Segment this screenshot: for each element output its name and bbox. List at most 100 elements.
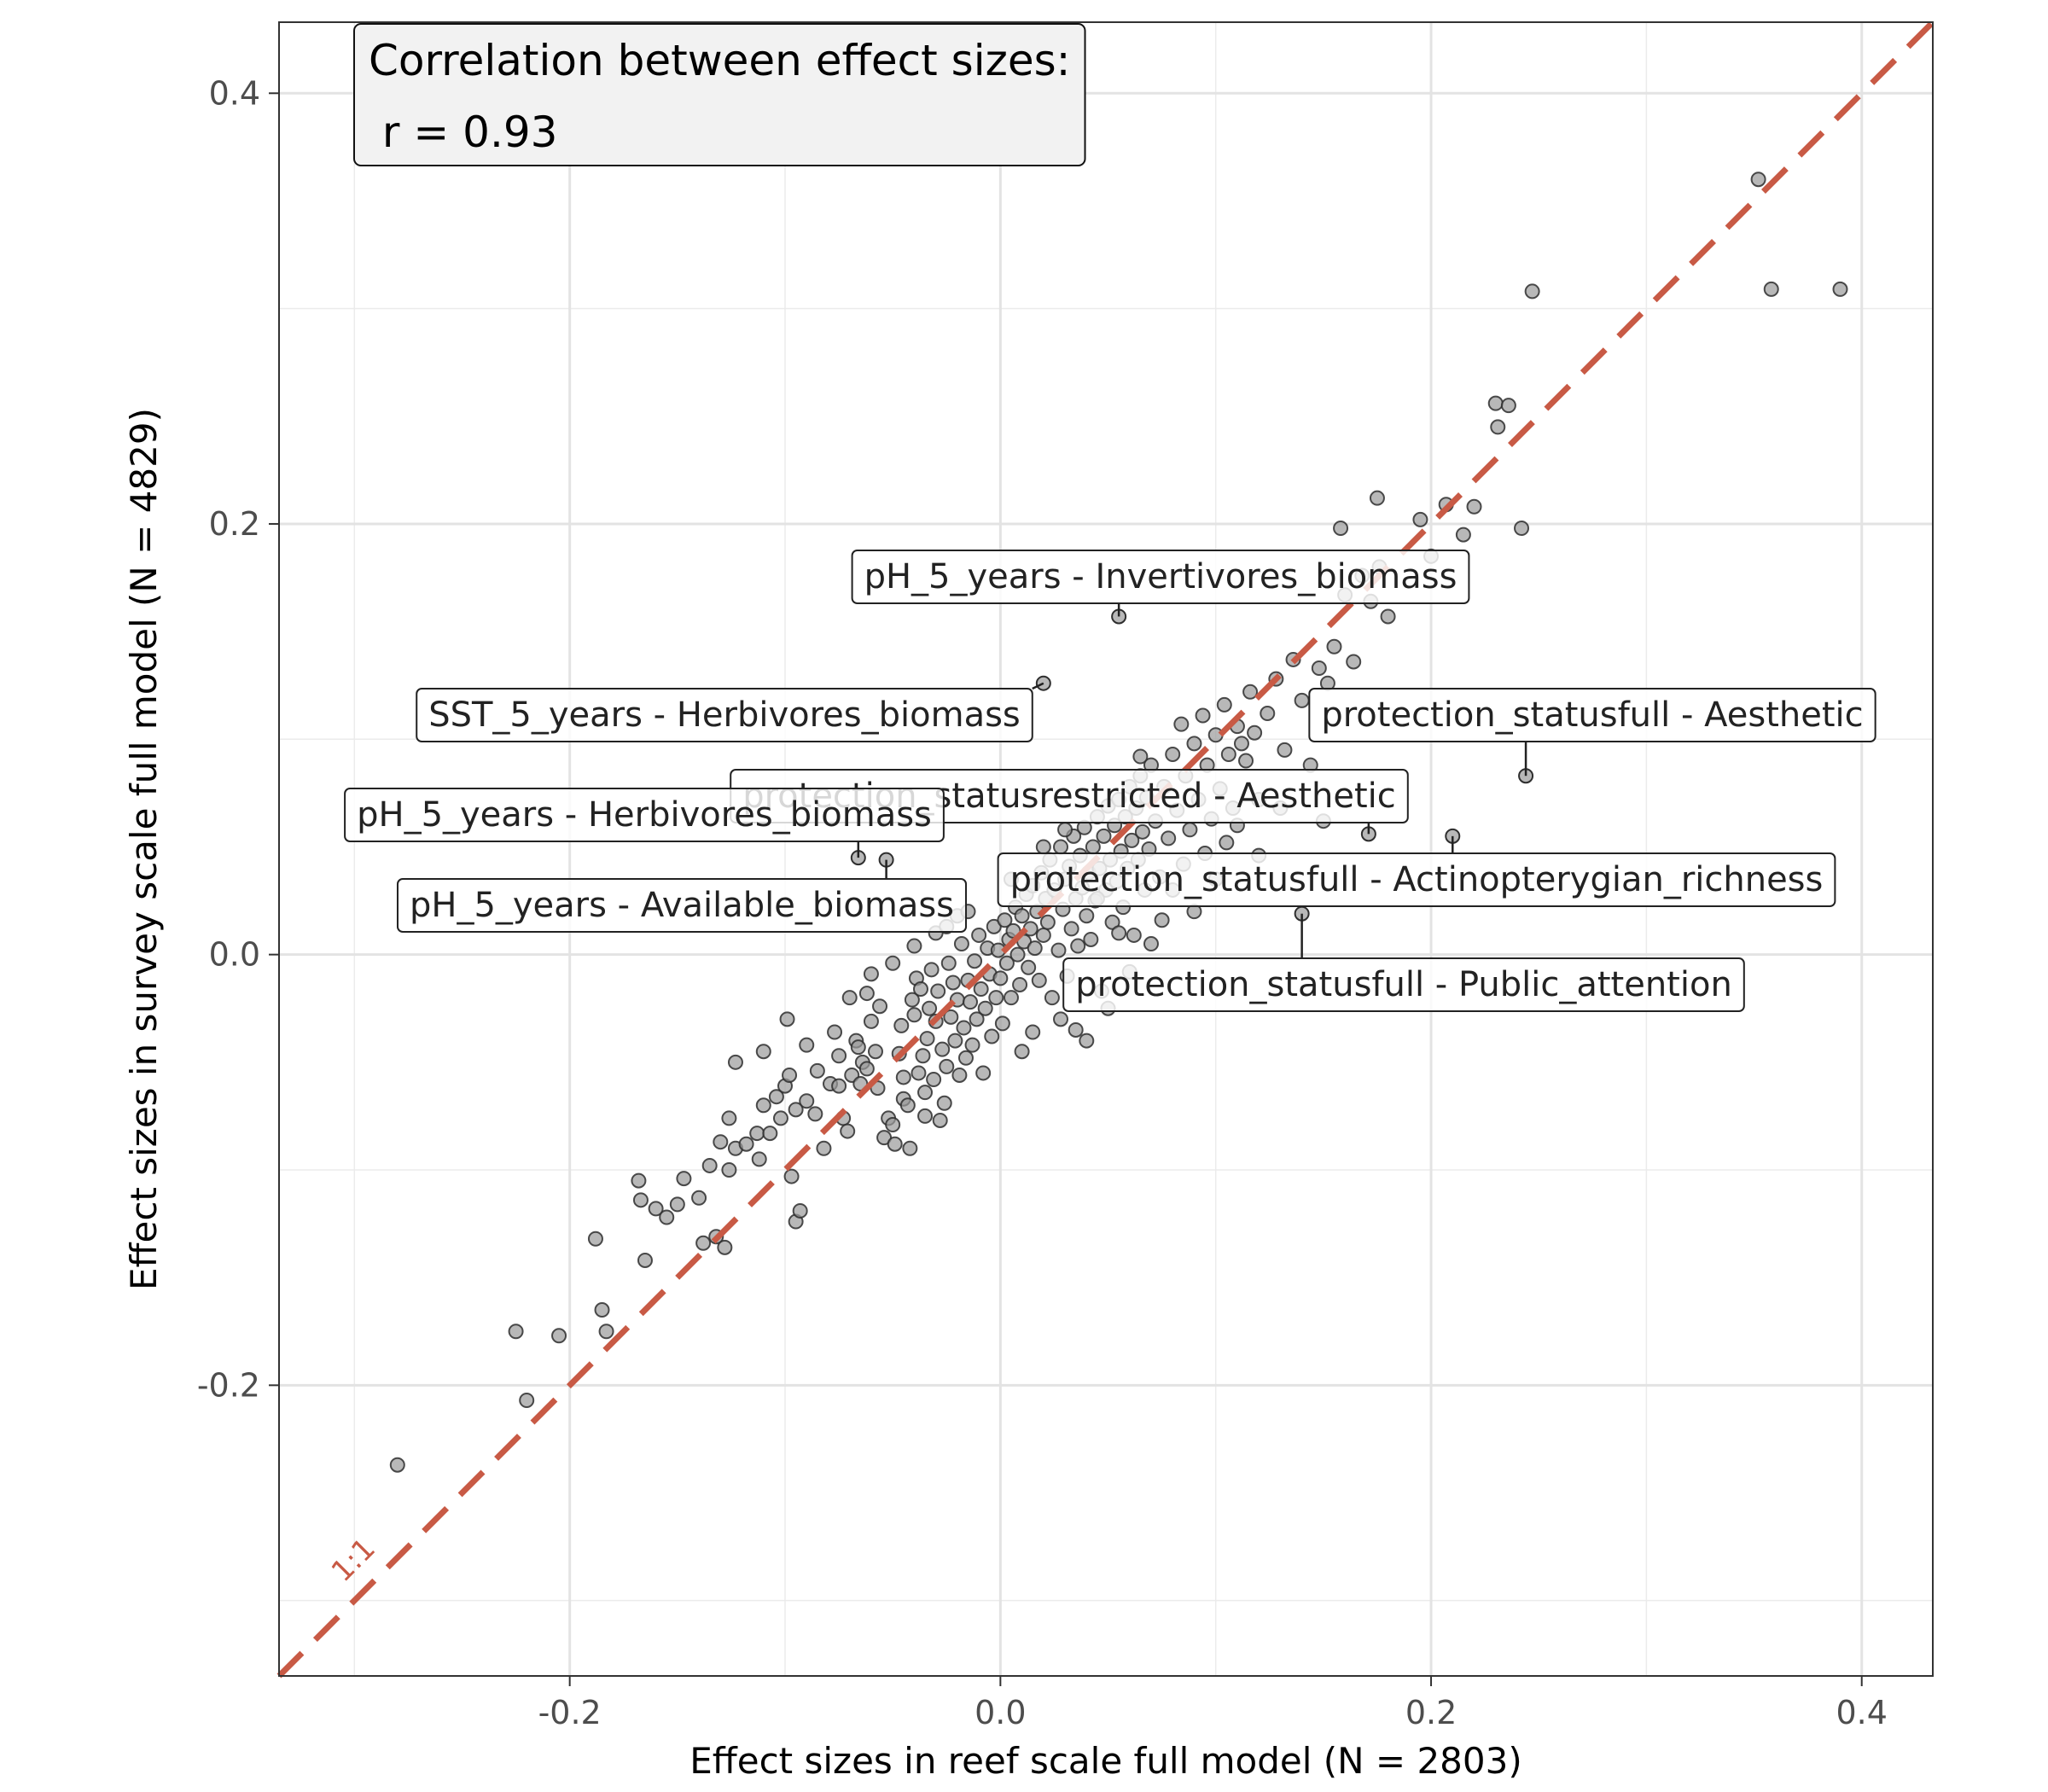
x-tick-label: 0.0 — [975, 1694, 1026, 1731]
point-label-box — [344, 788, 945, 842]
data-point — [1053, 839, 1069, 855]
data-point — [587, 1231, 603, 1247]
data-point — [788, 1102, 804, 1118]
data-point — [887, 1136, 903, 1152]
data-point — [1143, 936, 1159, 952]
data-point — [1220, 746, 1236, 762]
point-label-box — [1308, 688, 1876, 742]
data-point — [863, 966, 879, 982]
data-point — [858, 986, 875, 1002]
data-point — [519, 1393, 535, 1408]
data-point — [701, 1157, 718, 1173]
point-label: SST_5_years - Herbivores_biomass — [416, 682, 1044, 742]
data-point — [631, 1172, 647, 1189]
data-point — [1216, 696, 1232, 713]
data-point — [1233, 736, 1249, 752]
data-point — [594, 1302, 610, 1318]
data-point — [831, 1078, 847, 1094]
point-label: pH_5_years - Available_biomass — [396, 859, 968, 933]
data-point — [1750, 172, 1766, 188]
data-point — [1083, 931, 1099, 947]
data-point — [1027, 940, 1043, 957]
data-point — [807, 1106, 823, 1122]
data-point — [984, 1028, 1000, 1044]
data-point — [1057, 822, 1073, 838]
data-point — [1154, 912, 1170, 928]
data-point — [1014, 908, 1030, 924]
point-label: protection_statusfull - Aesthetic — [1308, 688, 1876, 777]
data-point — [1009, 946, 1026, 963]
data-point — [1134, 823, 1150, 840]
data-point — [885, 1117, 901, 1132]
data-point — [872, 998, 888, 1015]
data-point — [799, 1037, 815, 1053]
data-point — [917, 1085, 934, 1101]
data-point — [893, 1017, 910, 1033]
data-point — [1455, 527, 1471, 543]
data-point — [912, 981, 928, 998]
data-point — [721, 1161, 737, 1178]
point-label: protection_statusfull - Actinopterygian_… — [997, 835, 1836, 907]
data-point — [1044, 990, 1060, 1006]
data-point — [992, 970, 1009, 986]
data-point — [1014, 1044, 1030, 1060]
data-point — [598, 1324, 614, 1340]
data-point — [1031, 972, 1047, 988]
data-point — [1380, 608, 1396, 625]
data-point — [389, 1457, 405, 1473]
label-leader-line — [1032, 682, 1044, 690]
correlation-value: r = 0.93 — [369, 108, 557, 157]
data-point — [1085, 839, 1101, 855]
data-point — [956, 1020, 972, 1036]
data-point — [923, 962, 940, 978]
data-point — [1173, 716, 1190, 732]
x-tick-label: 0.2 — [1405, 1694, 1457, 1731]
data-point — [963, 994, 979, 1010]
data-point — [1369, 490, 1385, 506]
data-point — [1063, 921, 1079, 937]
data-point — [713, 1134, 729, 1150]
data-point — [967, 953, 983, 969]
data-point — [809, 1062, 825, 1079]
data-point — [1096, 828, 1112, 844]
data-point — [1021, 959, 1037, 975]
data-point — [998, 955, 1015, 971]
y-tick-label: 0.2 — [209, 505, 260, 543]
data-point — [994, 1015, 1010, 1032]
point-label-text: protection_statusfull - Public_attention — [1075, 965, 1732, 1004]
x-axis-title: Effect sizes in reef scale full model (N… — [689, 1740, 1521, 1782]
point-label-text: pH_5_years - Herbivores_biomass — [357, 795, 932, 835]
data-point — [930, 983, 946, 999]
data-point — [816, 1140, 832, 1156]
data-point — [1242, 684, 1259, 700]
data-point — [783, 1168, 800, 1184]
point-label-text: protection_statusfull - Aesthetic — [1321, 695, 1863, 735]
data-point — [782, 1067, 798, 1083]
data-point — [637, 1252, 653, 1268]
point-label-box — [396, 878, 968, 933]
data-point — [749, 1126, 765, 1142]
data-point — [738, 1136, 754, 1152]
data-point — [973, 981, 989, 998]
data-point — [1466, 498, 1482, 515]
data-point — [632, 1192, 649, 1208]
data-point — [779, 1011, 795, 1027]
data-point — [1277, 742, 1293, 758]
data-point — [551, 1328, 567, 1344]
data-point — [858, 1061, 875, 1077]
data-point — [691, 1190, 707, 1206]
data-point — [926, 1072, 942, 1088]
x-tick-label: -0.2 — [538, 1694, 602, 1731]
data-point — [1025, 1024, 1041, 1040]
data-point — [977, 1000, 993, 1016]
one-to-one-line — [276, 20, 1935, 1679]
data-point — [792, 1202, 808, 1219]
data-point — [975, 1065, 992, 1081]
data-point — [1012, 976, 1028, 992]
data-point — [945, 975, 961, 991]
data-point — [932, 1112, 948, 1128]
data-point — [1039, 914, 1056, 930]
data-point — [755, 1097, 771, 1114]
data-point — [772, 1110, 788, 1126]
data-point — [971, 927, 987, 943]
